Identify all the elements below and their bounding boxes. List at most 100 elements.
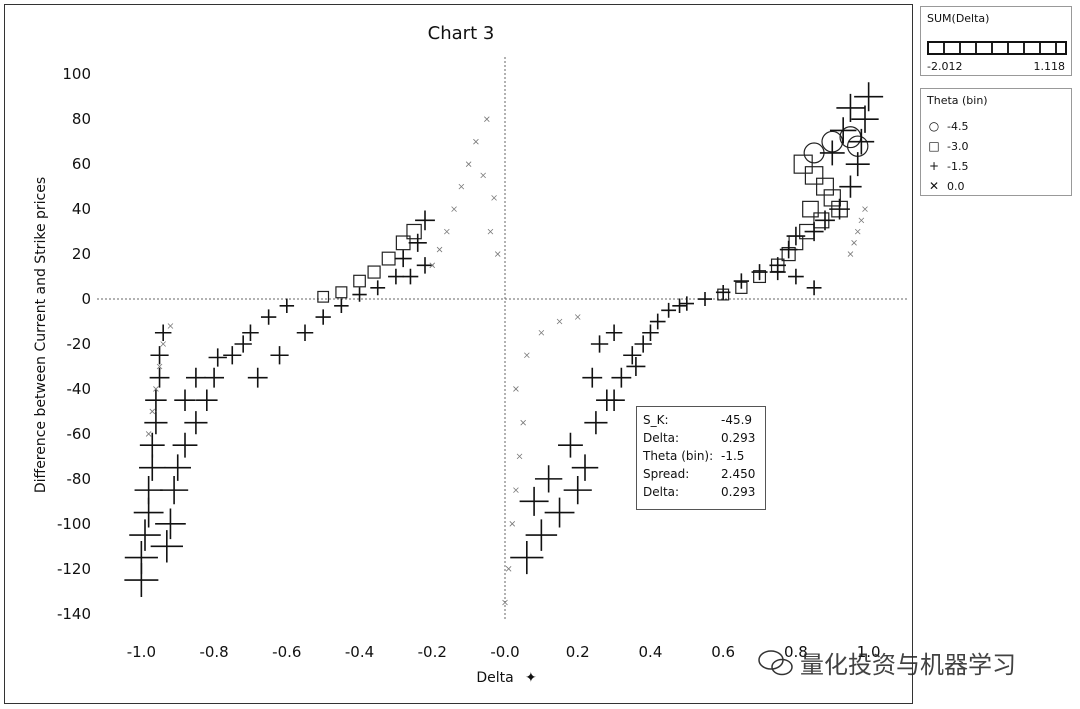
data-point-square <box>816 177 834 196</box>
data-point-square <box>381 251 396 266</box>
plus-icon: + <box>928 159 940 173</box>
data-point-plus <box>582 367 603 388</box>
tooltip-row: Delta: 0.293 <box>643 429 759 447</box>
data-point-square <box>793 154 813 174</box>
data-point-plus <box>139 454 166 481</box>
data-point-plus <box>394 250 412 268</box>
data-point-x <box>862 206 868 212</box>
reference-lines <box>97 57 909 620</box>
data-point-plus <box>124 540 158 575</box>
data-point-plus <box>184 411 208 435</box>
color-legend[interactable]: SUM(Delta) -2.012 1.118 <box>920 6 1072 76</box>
data-point-square <box>804 166 824 185</box>
tooltip-row: Theta (bin): -1.5 <box>643 447 759 465</box>
x-tick-label: 0.4 <box>639 643 663 661</box>
data-point-x <box>444 228 450 235</box>
data-point-plus <box>806 280 822 296</box>
data-point-plus <box>829 117 857 144</box>
data-point-plus <box>779 240 798 259</box>
data-marks[interactable] <box>124 82 884 606</box>
data-point-x <box>429 262 436 269</box>
legend-item[interactable]: □ -3.0 <box>927 137 968 155</box>
y-axis-title[interactable]: Difference between Current and Strike pr… <box>33 177 49 493</box>
data-point-plus <box>270 346 289 365</box>
y-tick-label: -60 <box>67 425 92 443</box>
data-point-x <box>473 138 479 145</box>
data-point-plus <box>769 264 786 281</box>
data-point-x <box>458 183 465 190</box>
data-point-plus <box>134 476 163 505</box>
data-point-plus <box>242 324 259 342</box>
data-point-plus <box>786 226 806 246</box>
y-tick-label: -120 <box>57 560 91 578</box>
data-point-x <box>509 521 516 527</box>
data-point-plus <box>788 268 804 285</box>
data-point-plus <box>174 389 196 411</box>
circle-icon: ○ <box>928 119 940 133</box>
legend-item[interactable]: ✕ 0.0 <box>927 177 965 195</box>
tooltip: S_K: -45.9 Delta: 0.293 Theta (bin): -1.… <box>636 406 766 510</box>
x-tick-label: -0.2 <box>418 643 447 661</box>
y-tick-label: -140 <box>57 605 91 623</box>
data-point-plus <box>388 268 404 285</box>
tooltip-value: -1.5 <box>721 449 745 463</box>
data-point-square <box>317 290 330 303</box>
data-point-x <box>524 352 530 359</box>
data-point-plus <box>149 367 170 388</box>
data-point-plus <box>544 497 575 528</box>
tooltip-value: 2.450 <box>721 467 756 481</box>
data-point-plus <box>851 105 879 133</box>
data-point-plus <box>815 210 835 231</box>
data-point-x <box>480 172 486 179</box>
y-tick-label: 60 <box>72 155 91 173</box>
data-point-plus <box>642 324 659 342</box>
data-point-plus <box>715 285 731 300</box>
data-point-plus <box>623 346 642 365</box>
data-point-plus <box>150 346 169 365</box>
x-mark-icon: ✕ <box>928 179 940 193</box>
legend-item-label: 0.0 <box>947 179 965 193</box>
tooltip-row: Delta: 0.293 <box>643 483 759 501</box>
x-axis-title[interactable]: Delta <box>476 670 513 686</box>
data-point-square <box>367 265 381 279</box>
data-point-plus <box>672 298 687 314</box>
data-point-x <box>858 217 865 224</box>
data-point-plus <box>605 324 623 342</box>
x-tick-label: 0.6 <box>711 643 735 661</box>
data-point-x <box>465 161 472 167</box>
data-point-x <box>160 341 166 347</box>
data-point-x <box>505 566 512 572</box>
legend-item[interactable]: + -1.5 <box>927 157 969 175</box>
data-point-x <box>436 246 443 253</box>
data-point-x <box>854 228 861 235</box>
data-point-x <box>538 329 545 336</box>
data-point-plus <box>204 367 225 388</box>
x-axis-pin-icon[interactable]: ✦ <box>525 670 537 686</box>
data-point-plus <box>260 309 277 325</box>
y-tick-label: -40 <box>67 380 92 398</box>
data-point-plus <box>563 476 592 505</box>
data-point-plus <box>185 367 206 388</box>
data-point-x <box>451 206 457 212</box>
data-point-plus <box>150 530 183 563</box>
scatter-chart[interactable]: Chart 3 -1.0 -0.8 -0.6 -0.4 -0.2 -0.0 0.2 0.4 0.… <box>5 5 912 703</box>
data-point-plus <box>603 389 625 411</box>
data-point-plus <box>139 432 165 458</box>
data-point-plus <box>590 335 609 353</box>
data-point-plus <box>352 287 367 302</box>
y-tick-label: -100 <box>57 515 91 533</box>
data-point-plus <box>408 233 427 252</box>
data-point-x <box>851 240 857 246</box>
shape-legend[interactable]: Theta (bin) ○ -4.5 □ -3.0 + -1.5 ✕ 0.0 <box>920 88 1072 196</box>
data-point-plus <box>848 128 875 155</box>
data-point-plus <box>649 313 666 330</box>
data-point-plus <box>164 454 191 481</box>
data-point-plus <box>279 298 295 314</box>
tooltip-key: Delta: <box>643 485 680 499</box>
y-tick-label: -20 <box>67 335 92 353</box>
y-tick-label: 100 <box>62 65 91 83</box>
tooltip-key: Theta (bin): <box>643 449 714 463</box>
legend-item[interactable]: ○ -4.5 <box>927 117 969 135</box>
color-ramp <box>927 41 1067 55</box>
data-point-square <box>406 223 422 240</box>
